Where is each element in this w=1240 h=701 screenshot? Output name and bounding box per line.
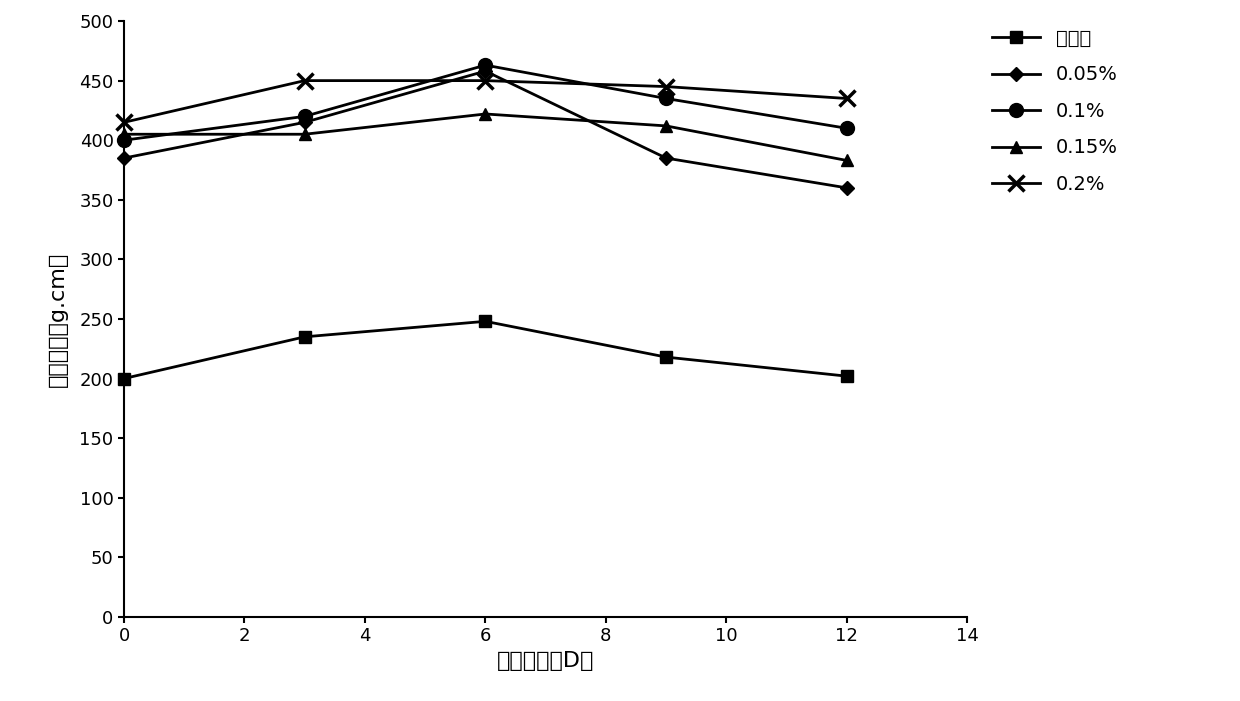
0.2%	[839, 94, 854, 102]
0.1%	[117, 136, 131, 144]
0.1%	[298, 112, 312, 121]
Line: 对照组: 对照组	[119, 315, 852, 384]
0.2%	[117, 118, 131, 127]
0.05%	[477, 67, 492, 75]
X-axis label: 贮藏天数（D）: 贮藏天数（D）	[497, 651, 594, 671]
0.15%	[298, 130, 312, 139]
0.2%	[298, 76, 312, 85]
0.15%	[658, 122, 673, 130]
对照组	[298, 332, 312, 341]
0.05%	[117, 154, 131, 163]
0.15%	[117, 130, 131, 139]
0.1%	[839, 124, 854, 132]
Legend: 对照组, 0.05%, 0.1%, 0.15%, 0.2%: 对照组, 0.05%, 0.1%, 0.15%, 0.2%	[985, 21, 1126, 202]
0.2%	[477, 76, 492, 85]
0.15%	[839, 156, 854, 165]
Line: 0.1%: 0.1%	[117, 58, 853, 147]
0.05%	[658, 154, 673, 163]
0.05%	[839, 184, 854, 192]
0.15%	[477, 110, 492, 118]
0.1%	[658, 94, 673, 102]
Line: 0.2%: 0.2%	[117, 73, 854, 130]
对照组	[477, 317, 492, 325]
Y-axis label: 凝胶强度（g.cm）: 凝胶强度（g.cm）	[48, 252, 68, 386]
对照组	[839, 372, 854, 381]
0.1%	[477, 61, 492, 69]
对照组	[658, 353, 673, 361]
0.2%	[658, 82, 673, 90]
0.05%	[298, 118, 312, 127]
Line: 0.15%: 0.15%	[118, 108, 853, 167]
对照组	[117, 374, 131, 383]
Line: 0.05%: 0.05%	[119, 66, 852, 193]
